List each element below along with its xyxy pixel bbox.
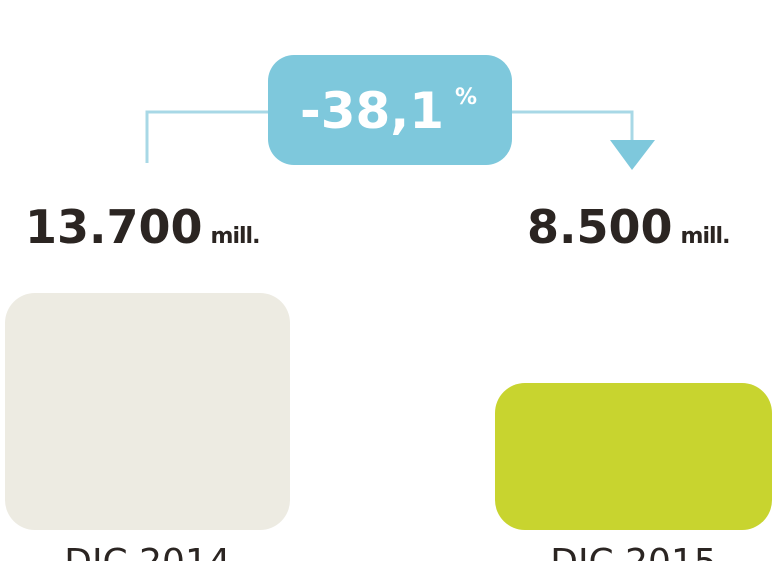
category-label: DIC 2015 xyxy=(550,542,717,561)
value-number: 13.700 xyxy=(25,200,203,254)
bar xyxy=(5,293,290,530)
change-badge xyxy=(268,55,512,165)
bar xyxy=(495,382,772,530)
category-label: DIC 2014 xyxy=(64,542,231,561)
value-unit: mill. xyxy=(211,224,260,249)
value-label: 8.500 mill. xyxy=(527,200,729,254)
arrow-head xyxy=(610,140,655,170)
value-unit: mill. xyxy=(681,224,730,249)
change-value: -38,1 xyxy=(300,82,444,140)
value-label: 13.700 mill. xyxy=(25,200,259,254)
change-unit: % xyxy=(455,85,477,110)
value-number: 8.500 xyxy=(527,200,673,254)
